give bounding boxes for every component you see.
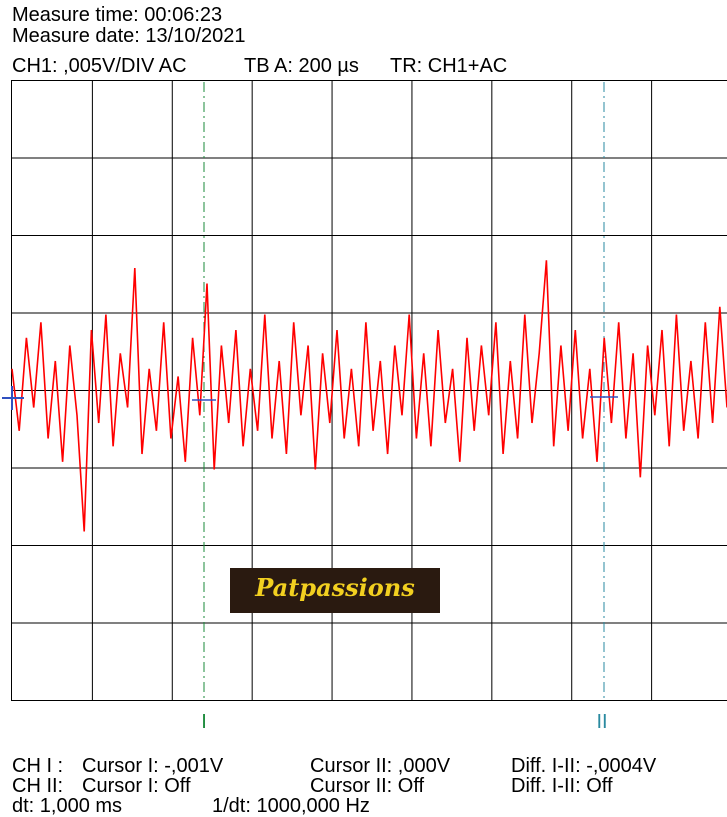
scope-screen: Patpassions I II xyxy=(0,0,727,740)
footer-text: Diff. I-II: Off xyxy=(511,776,613,796)
footer-text: Cursor II: ,000V xyxy=(310,756,450,776)
footer-text: dt: 1,000 ms xyxy=(12,796,122,816)
footer-text: Diff. I-II: -,0004V xyxy=(511,756,656,776)
footer-text: Cursor II: Off xyxy=(310,776,424,796)
footer-text: Cursor I: -,001V xyxy=(82,756,223,776)
cursor-label: II xyxy=(596,711,607,733)
watermark: Patpassions xyxy=(254,573,415,602)
footer-text: CH II: xyxy=(12,776,63,796)
footer-text: CH I : xyxy=(12,756,63,776)
waveform xyxy=(12,260,727,531)
footer-text: 1/dt: 1000,000 Hz xyxy=(212,796,370,816)
cursor-label: I xyxy=(201,711,207,733)
footer-text: Cursor I: Off xyxy=(82,776,191,796)
